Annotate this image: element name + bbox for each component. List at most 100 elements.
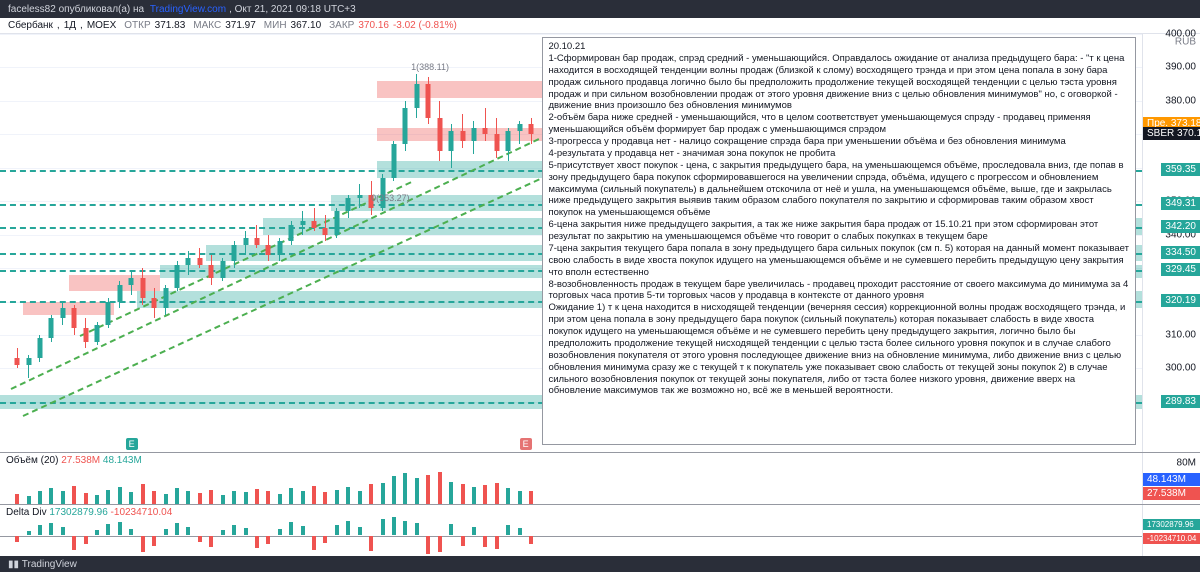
delta-bar: [118, 522, 122, 535]
axis-tick: 390.00: [1165, 62, 1196, 73]
event-marker[interactable]: E: [520, 438, 532, 450]
delta-bar: [529, 536, 533, 544]
fib-bot-label: 0(353.27): [371, 193, 410, 203]
delta-panel: Delta Div 17302879.96 -10234710.04 17302…: [0, 504, 1200, 556]
volume-bar: [141, 484, 145, 504]
volume-bar: [381, 483, 385, 504]
level-price-tag: 342.20: [1161, 220, 1200, 233]
delta-bar: [506, 525, 510, 535]
level-price-tag: 289.83: [1161, 395, 1200, 408]
delta-bar: [415, 523, 419, 535]
volume-bar: [118, 487, 122, 504]
delta-bar: [266, 536, 270, 544]
volume-bar: [506, 488, 510, 504]
delta-bar: [483, 536, 487, 547]
supply-demand-zone[interactable]: [23, 302, 114, 315]
volume-bar: [209, 490, 213, 504]
volume-bar: [483, 485, 487, 504]
volume-bar: [95, 495, 99, 504]
volume-bar: [232, 491, 236, 504]
volume-axis: 80M48.143M27.538M: [1142, 453, 1200, 504]
volume-panel: Объём (20) 27.538M 48.143M 80M48.143M27.…: [0, 452, 1200, 504]
volume-bar: [61, 491, 65, 504]
delta-bar: [392, 517, 396, 535]
delta-bar: [175, 523, 179, 535]
delta-bar: [358, 527, 362, 535]
analysis-text-box[interactable]: 20.10.211-Сформирован бар продаж, спрэд …: [542, 37, 1136, 445]
symbol-info-bar: Сбербанк, 1Д, MOEX ОТКР 371.83 МАКС 371.…: [0, 18, 1200, 34]
delta-bar: [244, 528, 248, 535]
volume-bar: [15, 494, 19, 504]
delta-bar: [84, 536, 88, 544]
delta-bar: [198, 536, 202, 542]
delta-value-tag: -10234710.04: [1143, 533, 1200, 544]
level-price-tag: 329.45: [1161, 263, 1200, 276]
volume-bar: [518, 491, 522, 504]
trendline[interactable]: [11, 134, 549, 390]
delta-bar: [15, 536, 19, 542]
delta-bar: [346, 521, 350, 535]
volume-bar: [403, 473, 407, 504]
volume-bar: [301, 491, 305, 504]
price-axis[interactable]: 290.00300.00310.00320.00330.00340.00350.…: [1142, 34, 1200, 452]
volume-bar: [392, 476, 396, 504]
axis-tick: 380.00: [1165, 95, 1196, 106]
volume-bar: [323, 492, 327, 504]
volume-bar: [164, 494, 168, 504]
volume-bar: [72, 486, 76, 504]
delta-bar: [449, 524, 453, 535]
volume-bar: [278, 494, 282, 504]
delta-axis: 17302879.96-10234710.04: [1142, 505, 1200, 556]
level-price-tag: 359.35: [1161, 163, 1200, 176]
delta-bar: [72, 536, 76, 550]
delta-bar: [289, 522, 293, 535]
volume-bar: [426, 475, 430, 504]
supply-demand-zone[interactable]: [69, 275, 160, 292]
volume-bar: [106, 490, 110, 504]
volume-bar: [186, 491, 190, 504]
volume-bar: [472, 487, 476, 504]
volume-value-tag: 27.538M: [1143, 487, 1200, 500]
supply-demand-zone[interactable]: [377, 81, 548, 98]
delta-bar: [152, 536, 156, 546]
volume-bar: [346, 487, 350, 504]
price-chart[interactable]: 1(388.11) 0(353.27) 20.10.211-Сформирован …: [0, 34, 1142, 452]
chart-icon: ▮▮: [8, 559, 19, 570]
current-price-tag: SBER 370.16: [1143, 127, 1200, 140]
volume-bar: [129, 492, 133, 504]
delta-bar: [141, 536, 145, 552]
delta-bar: [164, 529, 168, 535]
volume-chart[interactable]: Объём (20) 27.538M 48.143M: [0, 453, 1142, 504]
fib-top-label: 1(388.11): [411, 62, 449, 72]
delta-bar: [106, 524, 110, 535]
volume-bar: [266, 491, 270, 504]
delta-bar: [495, 536, 499, 549]
level-price-tag: 349.31: [1161, 197, 1200, 210]
level-price-tag: 320.19: [1161, 294, 1200, 307]
delta-bar: [278, 529, 282, 535]
delta-bar: [323, 536, 327, 543]
delta-bar: [232, 525, 236, 535]
volume-bar: [84, 493, 88, 504]
delta-bar: [472, 527, 476, 535]
volume-bar: [49, 488, 53, 504]
delta-bar: [381, 519, 385, 535]
volume-bar: [255, 489, 259, 504]
site-link[interactable]: TradingView.com: [150, 4, 226, 15]
axis-tick: 310.00: [1165, 329, 1196, 340]
volume-bar: [369, 484, 373, 504]
volume-value-tag: 48.143M: [1143, 473, 1200, 486]
delta-chart[interactable]: Delta Div 17302879.96 -10234710.04: [0, 505, 1142, 556]
delta-bar: [186, 527, 190, 535]
delta-bar: [61, 527, 65, 535]
delta-bar: [301, 526, 305, 535]
delta-bar: [38, 525, 42, 535]
level-price-tag: 334.50: [1161, 246, 1200, 259]
volume-bar: [415, 478, 419, 504]
author: faceless82: [8, 4, 56, 15]
delta-bar: [369, 536, 373, 551]
event-marker[interactable]: E: [126, 438, 138, 450]
volume-bar: [358, 491, 362, 504]
symbol-name[interactable]: Сбербанк: [8, 20, 53, 31]
volume-bar: [449, 482, 453, 504]
